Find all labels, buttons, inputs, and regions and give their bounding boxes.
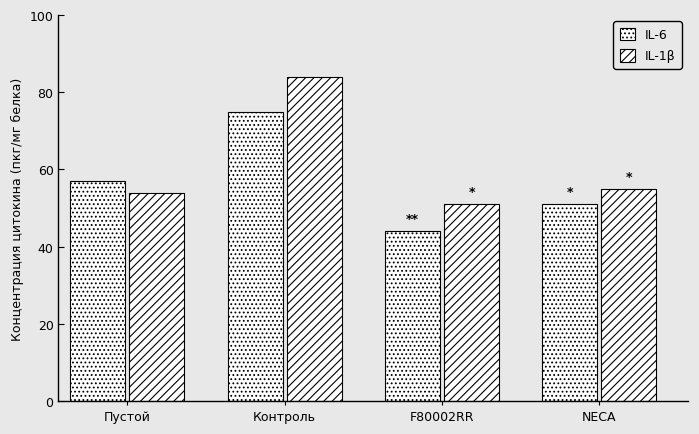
Y-axis label: Концентрация цитокина (пкг/мг белка): Концентрация цитокина (пкг/мг белка) bbox=[11, 77, 24, 340]
Bar bbox=[444, 205, 499, 401]
Text: *: * bbox=[468, 186, 475, 199]
Bar bbox=[71, 181, 125, 401]
Legend: IL-6, IL-1β: IL-6, IL-1β bbox=[614, 22, 682, 69]
Bar bbox=[385, 232, 440, 401]
Bar bbox=[287, 78, 342, 401]
Text: **: ** bbox=[406, 213, 419, 226]
Text: *: * bbox=[567, 186, 573, 199]
Bar bbox=[542, 205, 598, 401]
Bar bbox=[601, 189, 656, 401]
Bar bbox=[228, 112, 282, 401]
Bar bbox=[129, 193, 185, 401]
Text: *: * bbox=[626, 171, 632, 184]
